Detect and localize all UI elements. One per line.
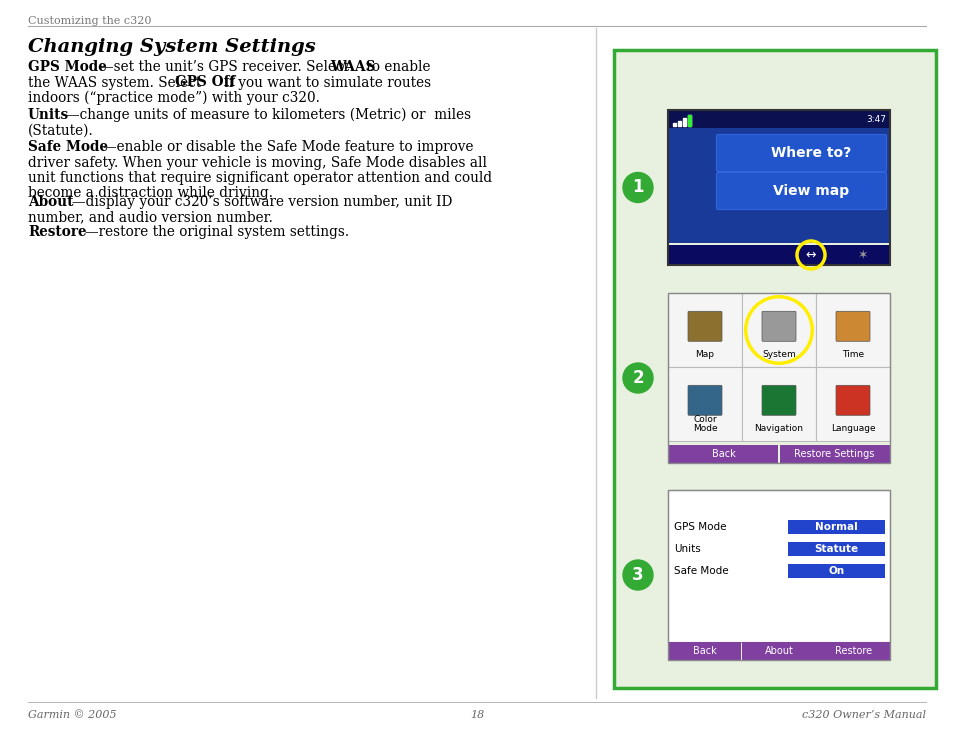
Text: 1: 1 (632, 179, 643, 196)
Text: WAAS: WAAS (330, 60, 375, 74)
Text: Color: Color (693, 415, 716, 424)
Text: View map: View map (773, 184, 849, 198)
Text: Customizing the c320: Customizing the c320 (28, 16, 152, 26)
Text: Garmin © 2005: Garmin © 2005 (28, 710, 116, 720)
Text: Map: Map (695, 350, 714, 359)
Text: ↔: ↔ (805, 249, 816, 261)
Text: 3:47: 3:47 (865, 114, 885, 123)
Text: unit functions that require significant operator attention and could: unit functions that require significant … (28, 171, 492, 185)
Text: if you want to simulate routes: if you want to simulate routes (220, 75, 431, 89)
FancyBboxPatch shape (667, 490, 889, 642)
Text: 18: 18 (470, 710, 483, 720)
Text: Restore: Restore (834, 646, 871, 656)
Text: to enable: to enable (361, 60, 430, 74)
Text: GPS Mode: GPS Mode (28, 60, 107, 74)
FancyBboxPatch shape (667, 110, 889, 128)
Text: Statute: Statute (814, 544, 858, 554)
Text: Safe Mode: Safe Mode (28, 140, 108, 154)
FancyBboxPatch shape (667, 245, 889, 265)
Text: c320 Owner’s Manual: c320 Owner’s Manual (801, 710, 925, 720)
Bar (687, 115, 691, 126)
FancyBboxPatch shape (835, 385, 869, 415)
Text: Restore: Restore (28, 225, 87, 239)
Text: GPS Off: GPS Off (174, 75, 235, 89)
FancyBboxPatch shape (614, 50, 935, 688)
Text: number, and audio version number.: number, and audio version number. (28, 210, 273, 224)
Text: driver safety. When your vehicle is moving, Safe Mode disables all: driver safety. When your vehicle is movi… (28, 156, 486, 170)
Text: Units: Units (28, 108, 69, 122)
Text: indoors (“practice mode”) with your c320.: indoors (“practice mode”) with your c320… (28, 91, 319, 106)
Text: —change units of measure to kilometers (Metric) or  miles: —change units of measure to kilometers (… (66, 108, 471, 123)
Text: Normal: Normal (814, 522, 857, 532)
FancyBboxPatch shape (780, 445, 889, 463)
FancyBboxPatch shape (815, 293, 889, 367)
Text: On: On (827, 566, 843, 576)
FancyBboxPatch shape (835, 311, 869, 341)
Text: About: About (764, 646, 793, 656)
Bar (687, 115, 691, 126)
Text: Mode: Mode (692, 424, 717, 433)
FancyBboxPatch shape (741, 293, 815, 367)
Text: —set the unit’s GPS receiver. Select: —set the unit’s GPS receiver. Select (100, 60, 354, 74)
Text: System: System (761, 350, 795, 359)
FancyBboxPatch shape (741, 367, 815, 441)
Text: About: About (28, 195, 73, 209)
Text: Time: Time (841, 350, 863, 359)
Bar (672, 123, 676, 126)
Text: Back: Back (711, 449, 735, 459)
Text: Changing System Settings: Changing System Settings (28, 38, 315, 56)
Text: —restore the original system settings.: —restore the original system settings. (85, 225, 349, 239)
FancyBboxPatch shape (761, 311, 795, 341)
Bar (678, 121, 680, 126)
Circle shape (622, 363, 652, 393)
Text: ✶: ✶ (857, 249, 867, 261)
Circle shape (622, 560, 652, 590)
Text: 3: 3 (632, 566, 643, 584)
FancyBboxPatch shape (741, 642, 815, 660)
Bar (682, 118, 686, 126)
Text: Navigation: Navigation (754, 424, 802, 433)
Text: —enable or disable the Safe Mode feature to improve: —enable or disable the Safe Mode feature… (103, 140, 473, 154)
FancyBboxPatch shape (815, 367, 889, 441)
FancyBboxPatch shape (761, 385, 795, 415)
FancyBboxPatch shape (787, 520, 884, 534)
FancyBboxPatch shape (667, 445, 778, 463)
FancyBboxPatch shape (787, 542, 884, 556)
Text: Restore Settings: Restore Settings (794, 449, 874, 459)
Text: Units: Units (673, 544, 700, 554)
Text: the WAAS system. Select: the WAAS system. Select (28, 75, 206, 89)
Text: GPS Mode: GPS Mode (673, 522, 726, 532)
FancyBboxPatch shape (816, 642, 889, 660)
Text: Where to?: Where to? (771, 146, 851, 160)
Text: become a distraction while driving.: become a distraction while driving. (28, 187, 273, 201)
FancyBboxPatch shape (667, 128, 889, 243)
Text: 2: 2 (632, 369, 643, 387)
FancyBboxPatch shape (667, 642, 740, 660)
Text: —display your c320’s software version number, unit ID: —display your c320’s software version nu… (71, 195, 452, 209)
FancyBboxPatch shape (667, 367, 741, 441)
Circle shape (622, 173, 652, 202)
Text: Back: Back (693, 646, 716, 656)
Text: Safe Mode: Safe Mode (673, 566, 728, 576)
FancyBboxPatch shape (716, 173, 885, 210)
FancyBboxPatch shape (787, 564, 884, 578)
FancyBboxPatch shape (667, 293, 741, 367)
Text: Language: Language (830, 424, 875, 433)
FancyBboxPatch shape (687, 311, 721, 341)
Text: (Statute).: (Statute). (28, 123, 93, 137)
FancyBboxPatch shape (716, 134, 885, 171)
FancyBboxPatch shape (687, 385, 721, 415)
